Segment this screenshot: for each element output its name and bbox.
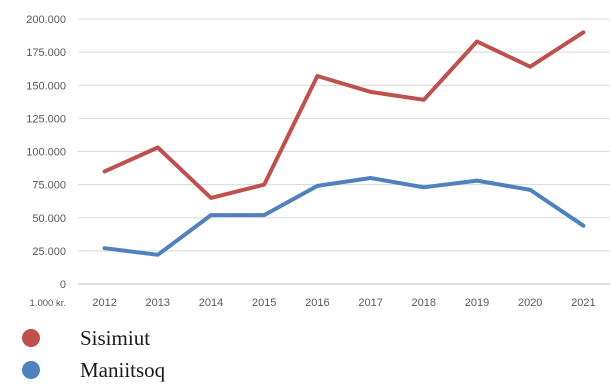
legend-item-maniitsoq: Maniitsoq [22,354,165,386]
gridlines [78,19,610,251]
legend-label-maniitsoq: Maniitsoq [80,358,165,383]
y-tick-label: 75.000 [32,180,66,192]
y-unit-label: 1.000 kr. [30,298,66,309]
x-tick-label: 2020 [518,297,542,309]
legend-swatch-maniitsoq [22,361,40,379]
y-tick-label: 150.000 [26,80,66,92]
y-tick-label: 50.000 [32,213,66,225]
y-tick-label: 100.000 [26,147,66,159]
series-lines [105,32,584,255]
legend-label-sisimiut: Sisimiut [80,326,150,351]
y-tick-label: 200.000 [26,14,66,26]
x-tick-label: 2012 [92,297,116,309]
y-tick-label: 175.000 [26,47,66,59]
x-tick-label: 2019 [465,297,489,309]
x-tick-label: 2014 [199,297,223,309]
series-line-sisimiut [105,32,584,198]
line-chart: 0 25.000 50.000 75.000 100.000 125.000 150.000… [0,0,611,325]
x-tick-label: 2021 [571,297,595,309]
series-line-maniitsoq [105,178,584,255]
x-tick-label: 2017 [358,297,382,309]
x-tick-label: 2015 [252,297,276,309]
y-tick-label: 25.000 [32,246,66,258]
x-tick-label: 2018 [412,297,436,309]
legend-swatch-sisimiut [22,329,40,347]
y-tick-label: 125.000 [26,113,66,125]
x-tick-label: 2013 [146,297,170,309]
x-tick-label: 2016 [305,297,329,309]
y-tick-label: 0 [60,279,66,291]
legend: Sisimiut Maniitsoq [22,322,165,386]
legend-item-sisimiut: Sisimiut [22,322,165,354]
